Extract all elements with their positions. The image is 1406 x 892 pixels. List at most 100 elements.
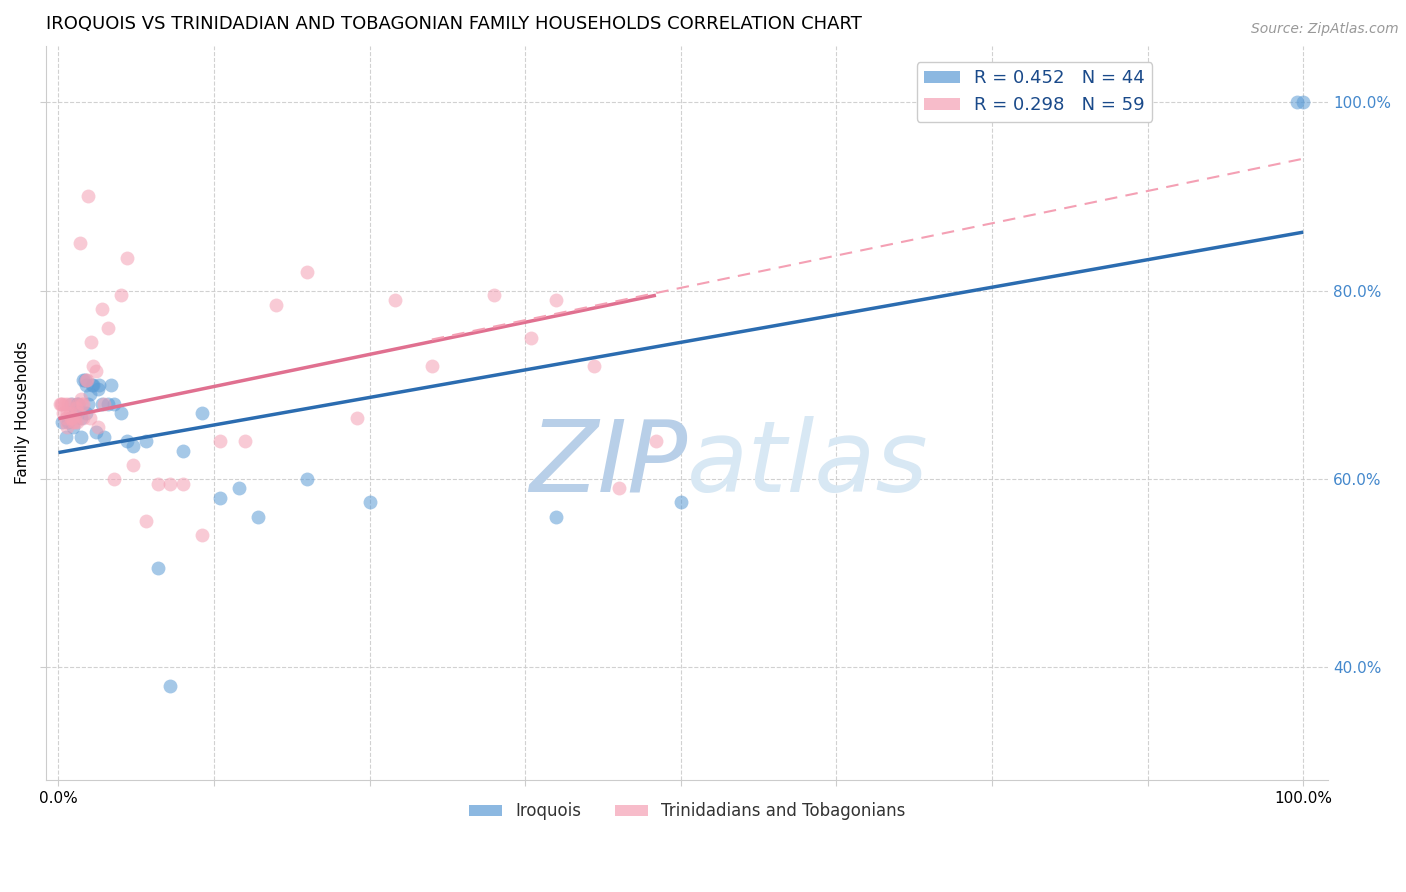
Point xyxy=(135,514,157,528)
Point xyxy=(67,396,90,410)
Point xyxy=(62,410,84,425)
Point xyxy=(75,406,97,420)
Point xyxy=(63,406,86,420)
Point xyxy=(59,410,82,425)
Point xyxy=(58,416,80,430)
Point xyxy=(91,396,114,410)
Point xyxy=(89,377,111,392)
Point xyxy=(110,406,132,420)
Point xyxy=(75,373,97,387)
Point xyxy=(1292,95,1315,110)
Point xyxy=(82,359,104,373)
Point xyxy=(79,410,101,425)
Point xyxy=(73,373,96,387)
Point xyxy=(103,396,125,410)
Point xyxy=(59,410,82,425)
Point xyxy=(209,491,232,505)
Point xyxy=(55,429,77,443)
Point xyxy=(135,434,157,449)
Point xyxy=(51,416,73,430)
Point xyxy=(79,387,101,401)
Point xyxy=(69,410,91,425)
Text: IROQUOIS VS TRINIDADIAN AND TOBAGONIAN FAMILY HOUSEHOLDS CORRELATION CHART: IROQUOIS VS TRINIDADIAN AND TOBAGONIAN F… xyxy=(46,15,862,33)
Point xyxy=(228,481,250,495)
Point xyxy=(84,363,107,377)
Point xyxy=(115,251,138,265)
Point xyxy=(76,373,98,387)
Point xyxy=(546,509,568,524)
Point xyxy=(115,434,138,449)
Point xyxy=(246,509,269,524)
Point xyxy=(122,458,145,472)
Point xyxy=(159,476,181,491)
Point xyxy=(77,189,100,203)
Point xyxy=(77,396,100,410)
Point xyxy=(582,359,605,373)
Point xyxy=(87,383,110,397)
Point xyxy=(67,396,90,410)
Point xyxy=(190,528,212,542)
Point xyxy=(146,476,169,491)
Point xyxy=(72,410,94,425)
Point xyxy=(84,425,107,439)
Point xyxy=(82,377,104,392)
Point xyxy=(93,396,115,410)
Point xyxy=(110,288,132,302)
Point xyxy=(72,373,94,387)
Point xyxy=(482,288,505,302)
Legend: Iroquois, Trinidadians and Tobagonians: Iroquois, Trinidadians and Tobagonians xyxy=(461,796,912,827)
Point xyxy=(58,396,80,410)
Point xyxy=(51,396,73,410)
Point xyxy=(359,495,381,509)
Point xyxy=(87,420,110,434)
Point xyxy=(669,495,692,509)
Text: atlas: atlas xyxy=(688,416,929,513)
Point xyxy=(190,406,212,420)
Point xyxy=(80,335,103,350)
Point xyxy=(346,410,368,425)
Point xyxy=(59,406,82,420)
Point xyxy=(72,396,94,410)
Point xyxy=(97,396,120,410)
Point xyxy=(420,359,443,373)
Point xyxy=(103,472,125,486)
Point xyxy=(297,265,319,279)
Point xyxy=(233,434,256,449)
Point xyxy=(62,420,84,434)
Point xyxy=(91,302,114,317)
Point xyxy=(384,293,406,307)
Point xyxy=(69,429,91,443)
Y-axis label: Family Households: Family Households xyxy=(15,342,30,484)
Point xyxy=(65,401,87,416)
Point xyxy=(159,679,181,693)
Point xyxy=(645,434,668,449)
Point xyxy=(56,406,79,420)
Point xyxy=(93,429,115,443)
Point xyxy=(56,420,79,434)
Point xyxy=(1285,95,1308,110)
Point xyxy=(69,392,91,406)
Point xyxy=(100,377,122,392)
Point xyxy=(62,416,84,430)
Point xyxy=(48,396,70,410)
Point xyxy=(55,410,77,425)
Point xyxy=(66,406,89,420)
Point xyxy=(172,476,194,491)
Point xyxy=(97,321,120,335)
Point xyxy=(297,472,319,486)
Point xyxy=(66,416,89,430)
Point xyxy=(80,377,103,392)
Point xyxy=(209,434,232,449)
Point xyxy=(122,439,145,453)
Point xyxy=(59,396,82,410)
Point xyxy=(70,396,93,410)
Point xyxy=(146,561,169,575)
Point xyxy=(55,416,77,430)
Point xyxy=(53,396,76,410)
Point xyxy=(607,481,630,495)
Point xyxy=(75,377,97,392)
Point xyxy=(66,396,89,410)
Point xyxy=(60,396,83,410)
Point xyxy=(63,416,86,430)
Text: Source: ZipAtlas.com: Source: ZipAtlas.com xyxy=(1251,22,1399,37)
